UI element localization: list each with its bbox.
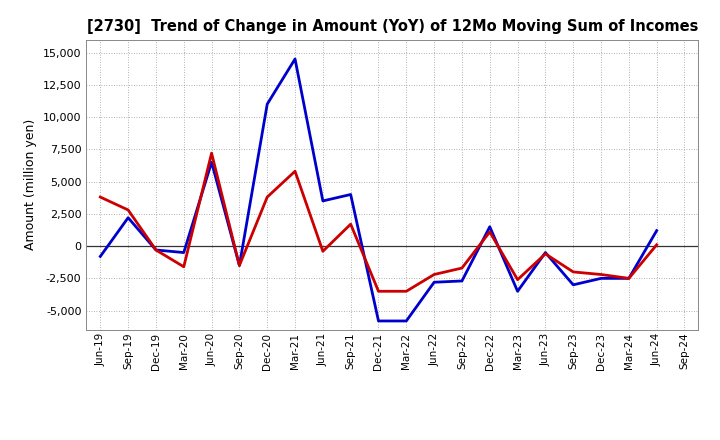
Net Income <box>235 263 243 268</box>
Ordinary Income <box>513 289 522 294</box>
Net Income <box>346 221 355 227</box>
Net Income <box>569 269 577 275</box>
Line: Net Income: Net Income <box>100 153 657 291</box>
Net Income <box>318 249 327 254</box>
Ordinary Income <box>402 318 410 323</box>
Title: [2730]  Trend of Change in Amount (YoY) of 12Mo Moving Sum of Incomes: [2730] Trend of Change in Amount (YoY) o… <box>86 19 698 34</box>
Net Income <box>96 194 104 200</box>
Net Income <box>541 251 550 257</box>
Ordinary Income <box>291 56 300 62</box>
Ordinary Income <box>346 192 355 197</box>
Net Income <box>458 265 467 271</box>
Net Income <box>513 277 522 282</box>
Ordinary Income <box>207 160 216 165</box>
Ordinary Income <box>569 282 577 287</box>
Net Income <box>152 247 161 253</box>
Net Income <box>291 169 300 174</box>
Ordinary Income <box>597 276 606 281</box>
Net Income <box>207 150 216 156</box>
Ordinary Income <box>263 102 271 107</box>
Ordinary Income <box>152 247 161 253</box>
Ordinary Income <box>541 250 550 255</box>
Net Income <box>624 276 633 281</box>
Ordinary Income <box>318 198 327 204</box>
Ordinary Income <box>458 279 467 284</box>
Net Income <box>430 272 438 277</box>
Net Income <box>485 229 494 235</box>
Y-axis label: Amount (million yen): Amount (million yen) <box>24 119 37 250</box>
Ordinary Income <box>96 254 104 259</box>
Net Income <box>374 289 383 294</box>
Ordinary Income <box>179 250 188 255</box>
Ordinary Income <box>374 318 383 323</box>
Net Income <box>124 207 132 213</box>
Line: Ordinary Income: Ordinary Income <box>100 59 657 321</box>
Ordinary Income <box>235 263 243 268</box>
Ordinary Income <box>485 224 494 229</box>
Net Income <box>179 264 188 269</box>
Net Income <box>402 289 410 294</box>
Net Income <box>263 194 271 200</box>
Ordinary Income <box>624 276 633 281</box>
Net Income <box>597 272 606 277</box>
Net Income <box>652 242 661 247</box>
Ordinary Income <box>652 228 661 233</box>
Ordinary Income <box>430 279 438 285</box>
Ordinary Income <box>124 215 132 220</box>
